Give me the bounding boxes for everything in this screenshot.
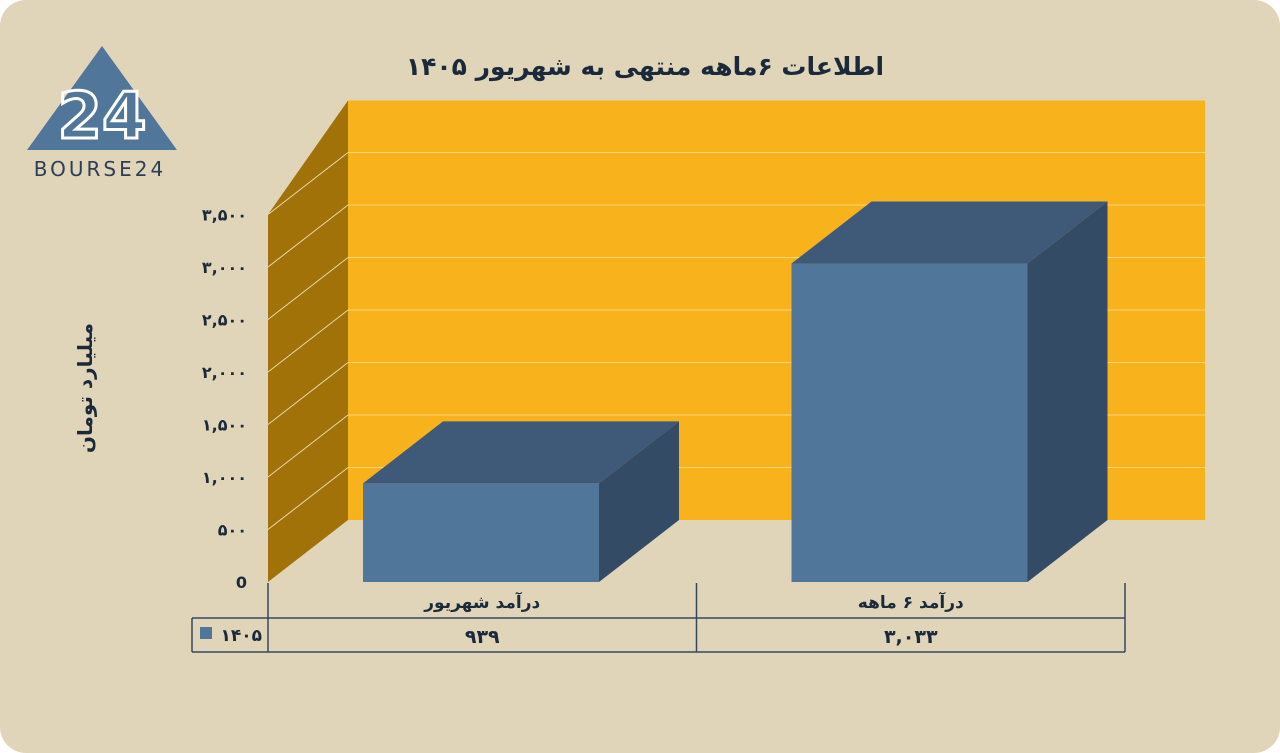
gridline-side bbox=[267, 414, 349, 478]
category-label: درآمد شهریور bbox=[423, 591, 540, 613]
bar-group bbox=[363, 421, 679, 582]
gridline-side bbox=[267, 257, 349, 320]
legend-swatch bbox=[200, 627, 212, 639]
data-table: درآمد شهریور ۹۳۹ درآمد ۶ ماهه ۳,۰۳۳ ۱۴۰۵ bbox=[191, 583, 1126, 653]
y-tick-label: ۱,۰۰۰ bbox=[202, 468, 247, 487]
gridline-side bbox=[267, 204, 349, 268]
bar bbox=[363, 483, 599, 582]
bourse24-logo: 24 BOURSE24 bbox=[27, 46, 177, 181]
gridline-side bbox=[267, 362, 349, 425]
bar bbox=[791, 263, 1028, 582]
chart-title: اطلاعات ۶ماهه منتهی به شهریور ۱۴۰۵ bbox=[405, 52, 885, 81]
bar-side bbox=[1027, 201, 1108, 582]
logo-wordmark: BOURSE24 bbox=[34, 157, 166, 181]
bar-top bbox=[363, 421, 679, 484]
bar-top bbox=[791, 201, 1108, 264]
y-tick-label: ۳,۰۰۰ bbox=[202, 258, 247, 277]
y-tick-label: ۲,۰۰۰ bbox=[202, 363, 247, 382]
data-label: ۹۳۹ bbox=[465, 626, 500, 648]
category-label: درآمد ۶ ماهه bbox=[858, 591, 964, 613]
gridlines bbox=[267, 152, 1205, 530]
gridline-side bbox=[267, 152, 349, 215]
y-axis-ticks: 0 ۵۰۰ ۱,۰۰۰ ۱,۵۰۰ ۲,۰۰۰ ۲,۵۰۰ ۳,۰۰۰ ۳,۵۰۰ bbox=[202, 206, 247, 593]
y-tick-label: ۱,۵۰۰ bbox=[202, 416, 247, 435]
y-tick-label: ۳,۵۰۰ bbox=[202, 206, 247, 225]
bar-group bbox=[791, 201, 1108, 582]
y-tick-label: ۲,۵۰۰ bbox=[202, 311, 247, 330]
logo-digits: 24 bbox=[57, 80, 146, 154]
logo-triangle bbox=[27, 46, 177, 150]
y-tick-label: 0 bbox=[236, 573, 247, 592]
gridline-side bbox=[267, 467, 349, 530]
y-tick-label: ۵۰۰ bbox=[218, 521, 247, 540]
legend-series-name: ۱۴۰۵ bbox=[220, 626, 262, 646]
gridline-side bbox=[267, 309, 349, 373]
data-label: ۳,۰۳۳ bbox=[884, 626, 938, 648]
bars bbox=[363, 201, 1108, 582]
bar-side bbox=[599, 421, 679, 582]
